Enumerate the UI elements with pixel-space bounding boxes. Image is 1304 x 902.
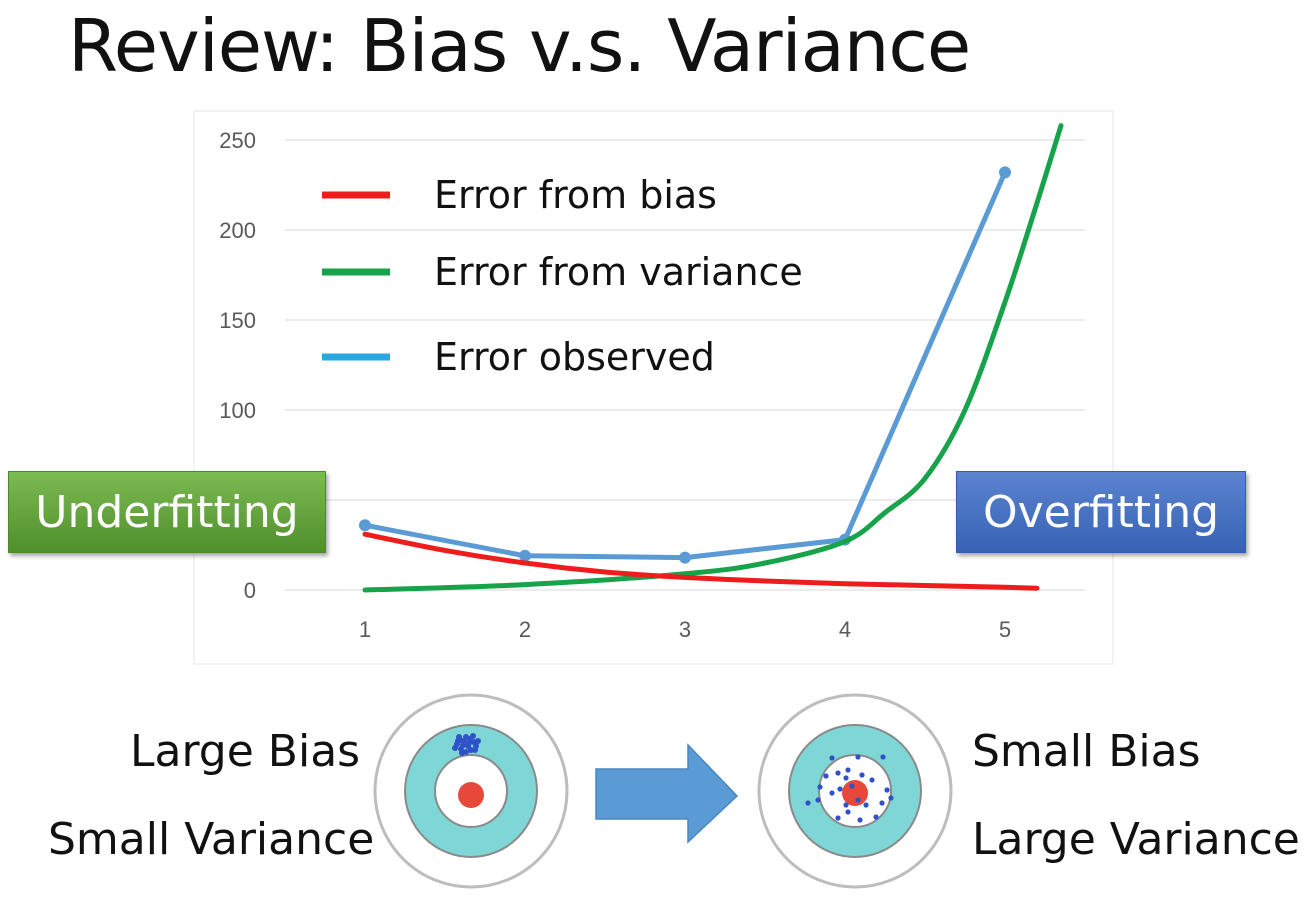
chart-frame — [193, 110, 1114, 665]
sample-dot — [835, 770, 841, 776]
sample-dot — [823, 773, 829, 779]
x-tick-label: 4 — [839, 617, 851, 642]
sample-dot — [461, 738, 467, 744]
x-tick-label: 1 — [359, 617, 371, 642]
target-small-bias-large-variance — [757, 693, 953, 889]
small-bias-label: Small Bias — [972, 726, 1201, 777]
series-line-error-from-bias — [362, 531, 1040, 591]
chart-legend: Error from bias Error from variance Error … — [322, 173, 803, 379]
sample-dots-clustered — [452, 733, 481, 756]
sample-dot — [829, 790, 835, 796]
target-large-bias-small-variance — [373, 693, 569, 889]
x-tick-label: 3 — [679, 617, 691, 642]
sample-dot — [845, 767, 851, 773]
sample-dot — [859, 772, 865, 778]
sample-dot — [817, 784, 823, 790]
y-tick-label: 200 — [219, 218, 256, 243]
sample-dot — [452, 745, 458, 751]
y-tick-label: 100 — [219, 398, 256, 423]
slide-title: Review: Bias v.s. Variance — [68, 4, 971, 88]
sample-dots-spread — [805, 754, 894, 823]
sample-dot — [845, 809, 851, 815]
sample-dot — [455, 738, 461, 744]
sample-dot — [466, 740, 472, 746]
small-variance-label: Small Variance — [48, 814, 375, 865]
sample-dot — [863, 802, 869, 808]
sample-dot — [873, 814, 879, 820]
data-point — [359, 519, 371, 532]
sample-dot — [879, 800, 885, 806]
y-tick-label: 250 — [219, 128, 256, 153]
chart-series — [359, 123, 1064, 593]
underfitting-tag: Underfitting — [8, 471, 326, 553]
sample-dot — [815, 797, 821, 803]
sample-dot — [470, 733, 476, 739]
sample-dot — [837, 786, 843, 792]
right-arrow-icon — [595, 743, 739, 844]
sample-dot — [459, 750, 465, 756]
large-variance-label: Large Variance — [972, 814, 1300, 865]
chart-gridlines — [285, 139, 1085, 591]
legend-label: Error from variance — [434, 250, 803, 294]
sample-dot — [849, 783, 855, 789]
sample-dot — [855, 754, 861, 760]
sample-dot — [880, 754, 886, 760]
series-line-error-from-variance — [362, 123, 1064, 593]
legend-label: Error from bias — [434, 173, 717, 217]
sample-dot — [829, 755, 835, 761]
sample-dot — [805, 800, 811, 806]
y-tick-label: 0 — [244, 578, 256, 603]
legend-label: Error observed — [434, 335, 715, 379]
y-tick-labels: 0 100 150 200 250 — [219, 128, 256, 603]
y-tick-label: 150 — [219, 308, 256, 333]
x-tick-label: 2 — [519, 617, 531, 642]
sample-dot — [475, 738, 481, 744]
sample-dot — [888, 795, 894, 801]
sample-dot — [884, 787, 890, 793]
large-bias-label: Large Bias — [130, 726, 361, 777]
sample-dot — [855, 797, 861, 803]
sample-dot — [843, 802, 849, 808]
target-bullseye — [842, 780, 868, 806]
x-tick-label: 5 — [999, 617, 1011, 642]
data-point — [679, 551, 691, 564]
sample-dot — [843, 775, 849, 781]
data-point — [519, 549, 531, 562]
x-tick-labels: 1 2 3 4 5 — [359, 617, 1011, 642]
sample-dot — [472, 747, 478, 753]
target-bullseye — [458, 782, 484, 808]
sample-dot — [857, 817, 863, 823]
overfitting-tag: Overfitting — [956, 471, 1246, 553]
sample-dot — [835, 815, 841, 821]
data-point — [999, 166, 1011, 179]
sample-dot — [869, 777, 875, 783]
